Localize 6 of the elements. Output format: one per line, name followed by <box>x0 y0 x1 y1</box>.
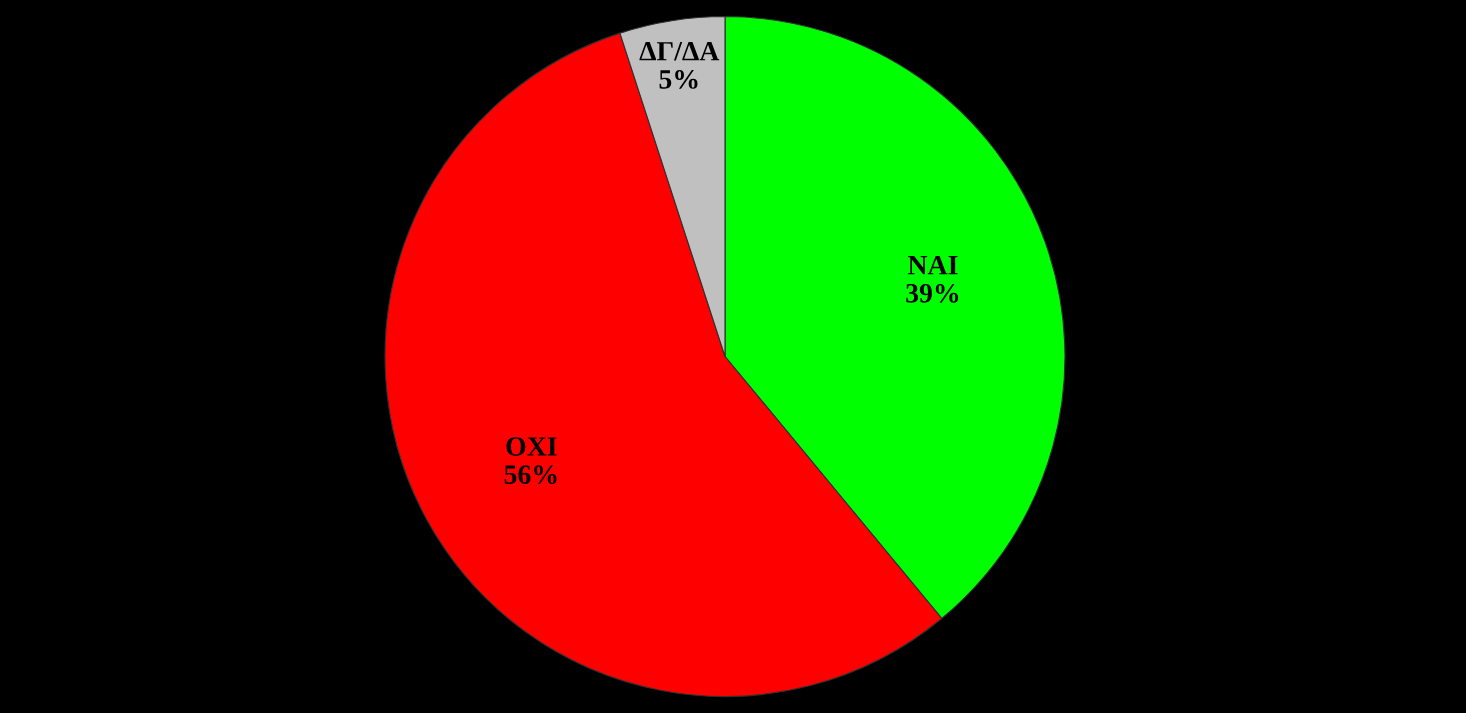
slice-label: ΟΧΙ <box>506 437 557 456</box>
slice-label: ΝΑΙ <box>908 255 958 275</box>
slice-label: ΔΓ/ΔΑ <box>639 42 720 61</box>
data-label: 56% <box>504 465 557 485</box>
data-label: 39% <box>906 283 959 303</box>
data-label: 5% <box>659 69 698 89</box>
